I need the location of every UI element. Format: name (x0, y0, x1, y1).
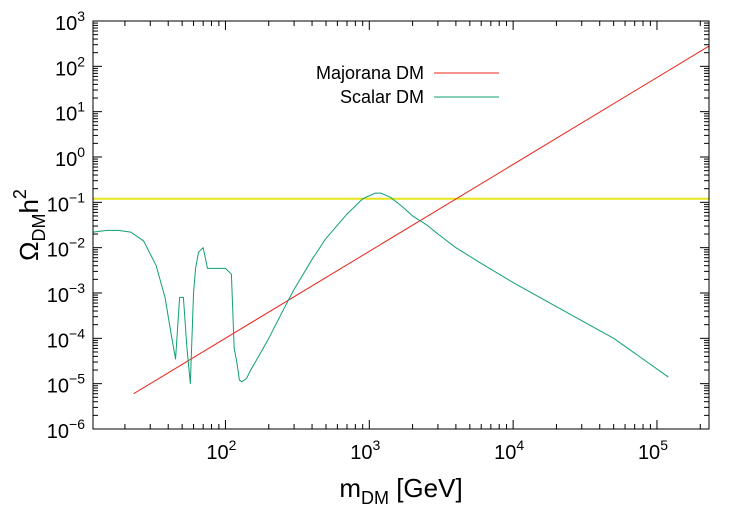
y-tick-label: 10−1 (47, 189, 85, 216)
x-tick-label: 104 (494, 437, 524, 464)
legend-label-scalar: Scalar DM (340, 87, 424, 107)
x-axis-title-sub: DM (361, 488, 389, 508)
x-tick-label: 102 (206, 437, 236, 464)
plot-frame (92, 20, 710, 430)
x-tick-label: 103 (350, 437, 380, 464)
legend-label-majorana: Majorana DM (316, 63, 424, 83)
y-tick-label: 100 (55, 144, 85, 171)
y-axis-title-tail: h (14, 199, 44, 213)
y-tick-label: 10−5 (47, 371, 85, 398)
y-tick-label: 10−2 (47, 235, 85, 262)
x-axis-title-tail: [GeV] (389, 473, 463, 503)
y-axis-title-sup: 2 (10, 189, 30, 199)
y-axis-title: ΩDMh2 (10, 189, 49, 261)
y-tick-label: 10−3 (47, 280, 85, 307)
series-line-0 (133, 45, 710, 395)
x-tick-label: 105 (638, 437, 668, 464)
y-tick-label: 101 (55, 99, 85, 126)
y-tick-label: 10−4 (47, 325, 85, 352)
y-axis-title-sub: DM (29, 214, 49, 242)
y-axis-title-main: Ω (14, 242, 44, 261)
y-tick-label: 102 (55, 53, 85, 80)
y-tick-label: 10−6 (47, 416, 85, 443)
x-axis-title: mDM [GeV] (339, 473, 462, 508)
x-axis-title-main: m (339, 473, 361, 503)
legend: Majorana DM Scalar DM (316, 63, 499, 107)
series-line-1 (92, 192, 669, 385)
y-tick-label: 103 (55, 8, 85, 35)
